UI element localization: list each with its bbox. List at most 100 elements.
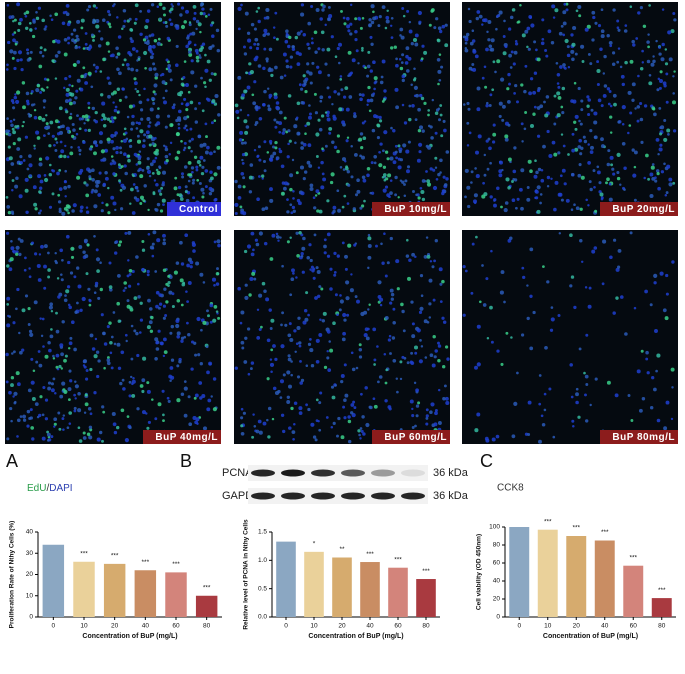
image-label: BuP 60mg/L — [384, 432, 447, 443]
cell — [12, 106, 16, 110]
cell — [77, 426, 81, 430]
cell — [524, 29, 529, 34]
cell — [91, 347, 96, 351]
cell — [197, 353, 201, 357]
cell — [69, 379, 73, 383]
cell — [68, 74, 72, 78]
cell — [58, 187, 63, 191]
cell — [89, 333, 94, 338]
cell — [416, 328, 421, 333]
cell — [378, 115, 382, 120]
cell — [655, 169, 660, 173]
bar — [651, 598, 672, 617]
cell — [376, 345, 379, 348]
cell — [463, 103, 466, 106]
cell — [483, 153, 487, 157]
cell — [287, 142, 290, 146]
cell — [628, 124, 632, 127]
cell — [630, 419, 634, 422]
cell — [400, 302, 404, 307]
cell — [300, 87, 304, 91]
cell — [138, 155, 142, 159]
cell — [94, 281, 99, 286]
cell — [389, 179, 393, 182]
bar — [332, 557, 352, 617]
cell — [336, 189, 340, 193]
cell — [243, 89, 248, 94]
cell — [431, 98, 435, 102]
cell — [462, 35, 466, 39]
cell — [153, 136, 157, 140]
cell — [13, 391, 18, 396]
cell — [574, 114, 579, 119]
cell — [19, 239, 24, 243]
cell — [80, 26, 84, 30]
cell — [426, 320, 430, 324]
cell — [73, 275, 77, 279]
cell — [246, 85, 251, 90]
cell — [198, 381, 203, 385]
cell — [656, 172, 660, 176]
cell — [345, 280, 350, 285]
cell — [265, 57, 269, 61]
cell — [176, 132, 180, 136]
cell — [24, 14, 28, 18]
cell — [210, 395, 213, 398]
cell — [526, 197, 531, 202]
cell — [617, 120, 621, 124]
cell — [593, 135, 598, 140]
cell — [671, 100, 677, 105]
cell — [606, 87, 611, 91]
cell — [164, 89, 168, 93]
cell — [54, 119, 59, 124]
cell — [217, 316, 221, 320]
cell — [148, 174, 152, 178]
cell — [99, 430, 103, 435]
cell — [425, 422, 429, 426]
image-label-background — [143, 430, 221, 444]
cell — [555, 61, 559, 65]
cell — [572, 424, 575, 428]
cell — [562, 63, 566, 67]
cell — [55, 329, 60, 334]
cell — [639, 6, 644, 10]
cell — [273, 118, 277, 122]
cell — [200, 187, 205, 192]
bar — [566, 536, 587, 617]
cell — [30, 357, 34, 361]
cell — [57, 411, 61, 415]
cell — [113, 108, 118, 113]
cell — [656, 353, 661, 358]
cell — [260, 325, 263, 329]
cell — [116, 301, 121, 306]
cell — [367, 266, 370, 270]
cell — [200, 46, 204, 50]
cell — [193, 11, 197, 15]
cell — [292, 190, 295, 193]
cell — [39, 50, 43, 55]
cell — [412, 37, 418, 43]
cell — [288, 384, 292, 389]
cell — [278, 147, 281, 151]
significance-label: *** — [544, 518, 552, 525]
cell — [61, 258, 64, 262]
cell — [470, 181, 473, 184]
cell — [34, 207, 38, 211]
cell — [310, 4, 314, 9]
blot-band — [401, 469, 425, 477]
cell — [88, 425, 93, 430]
cell — [580, 99, 584, 103]
y-tick-label: 0.0 — [258, 614, 267, 621]
significance-label: *** — [172, 561, 180, 568]
cell — [253, 27, 257, 31]
cell — [6, 63, 9, 67]
cell — [137, 160, 142, 165]
cell — [468, 19, 472, 24]
cell — [580, 260, 584, 264]
cell — [443, 183, 448, 187]
cell — [612, 93, 617, 98]
cell — [390, 297, 394, 301]
cell — [411, 334, 416, 339]
cell — [340, 88, 344, 92]
cell — [587, 304, 592, 309]
